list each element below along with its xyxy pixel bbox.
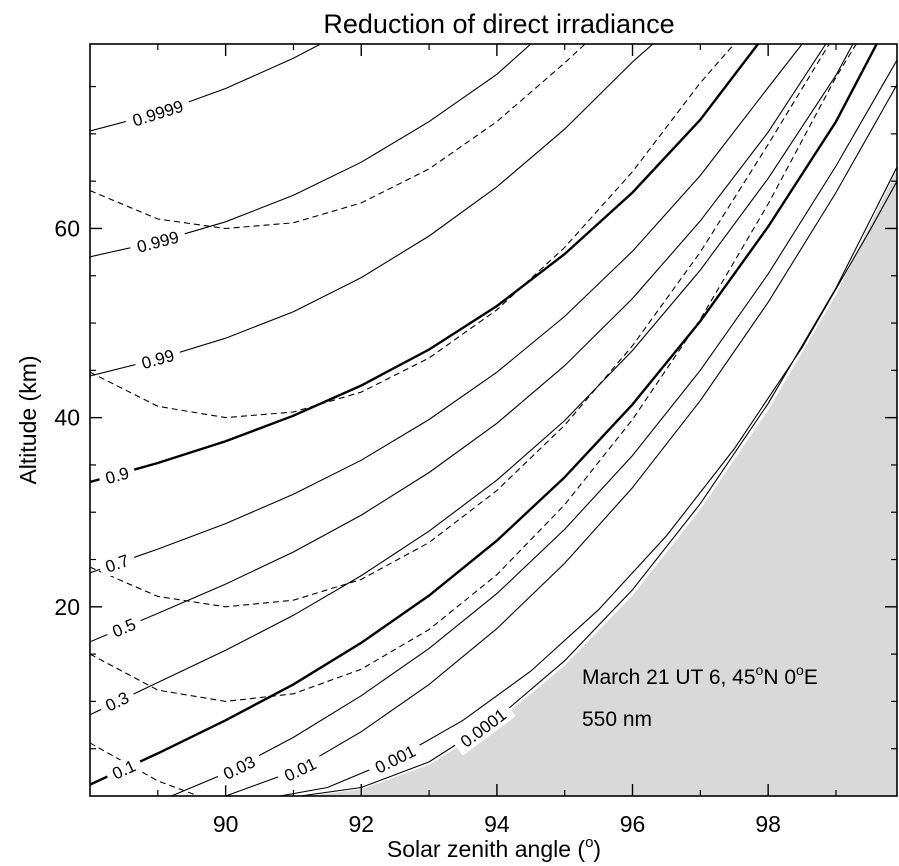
- contour-label-text: 0.99: [139, 346, 176, 373]
- contour-label-bg: [96, 547, 138, 579]
- curve-0-9: [90, 44, 759, 484]
- contour-label-0-03: 0.03: [214, 748, 265, 787]
- curve-0-5: [90, 44, 827, 643]
- curve-0-03: [171, 59, 897, 796]
- curve-0-1: [90, 44, 878, 786]
- curve-0-0001: [300, 166, 897, 796]
- x-axis-label-sup: o: [585, 834, 593, 851]
- shaded-region: [307, 169, 897, 796]
- annotation-part-c: E: [804, 666, 818, 689]
- x-axis-label: Solar zenith angle (o): [387, 834, 601, 862]
- contour-label-0-9999: 0.9999: [123, 93, 193, 133]
- dashed-curve-1: [90, 44, 586, 230]
- y-tick-label: 40: [54, 405, 80, 431]
- dashed-curve-2: [90, 44, 735, 419]
- curve-0-01: [225, 84, 897, 796]
- dashed-curve-3: [90, 44, 830, 608]
- annotation-date-location: March 21 UT 6, 45oN 0oE: [582, 662, 818, 689]
- contour-label-text: 0.999: [135, 228, 181, 257]
- y-tick-label: 60: [54, 215, 80, 241]
- contour-label-bg: [450, 700, 516, 756]
- annotation-deg-1: o: [756, 662, 764, 678]
- x-tick-label: 92: [348, 811, 374, 837]
- x-axis-label-main: Solar zenith angle (: [387, 836, 586, 862]
- contour-label-0-999: 0.999: [128, 225, 188, 259]
- contour-label-bg: [214, 748, 265, 787]
- plot-frame: [89, 43, 898, 797]
- curve-0-3: [90, 44, 854, 716]
- contour-label-0-9: 0.9: [97, 460, 138, 490]
- contour-label-0-3: 0.3: [96, 684, 138, 719]
- contour-label-bg: [97, 460, 138, 490]
- x-tick-label: 94: [484, 811, 510, 837]
- curve-0-999: [90, 44, 532, 258]
- annotation-deg-2: o: [796, 662, 804, 678]
- y-axis-label: Altitude (km): [15, 355, 41, 484]
- dashed-curve-4: [90, 44, 857, 702]
- curve-0-9999: [90, 44, 321, 132]
- x-axis-label-end: ): [593, 836, 601, 862]
- contour-label-bg: [132, 343, 183, 375]
- contour-label-bg: [103, 752, 145, 787]
- contour-label-bg: [123, 93, 193, 133]
- dashed-curve-5: [90, 742, 199, 796]
- contour-label-0-01: 0.01: [275, 750, 326, 789]
- x-tick-label: 96: [620, 811, 646, 837]
- axis-ticks: 90 92 94 96 98 20 40 60: [54, 44, 897, 837]
- curve-0-99: [90, 44, 654, 377]
- x-tick-label: 98: [755, 811, 781, 837]
- contour-label-bg: [96, 684, 138, 719]
- contour-label-0-1: 0.1: [103, 752, 145, 787]
- x-tick-label: 90: [213, 811, 239, 837]
- annotation-part-b: N 0: [763, 666, 796, 689]
- chart-title: Reduction of direct irradiance: [323, 9, 674, 39]
- y-tick-label: 20: [54, 594, 80, 620]
- dashed-curves: [90, 44, 857, 796]
- annotation-wavelength: 550 nm: [582, 708, 652, 731]
- contour-label-bg: [365, 737, 425, 781]
- contour-label-0-5: 0.5: [103, 611, 145, 644]
- contour-label-bg: [103, 611, 145, 644]
- curve-0-7: [90, 44, 803, 574]
- contour-label-text: 0.9999: [130, 97, 185, 131]
- contour-label-0-7: 0.7: [96, 547, 138, 579]
- contour-label-0-99: 0.99: [132, 343, 183, 375]
- annotation-part-a: March 21 UT 6, 45: [582, 666, 756, 689]
- contour-label-text: 0.9: [103, 463, 131, 488]
- contour-label-bg: [128, 225, 188, 259]
- contour-label-bg: [275, 750, 326, 789]
